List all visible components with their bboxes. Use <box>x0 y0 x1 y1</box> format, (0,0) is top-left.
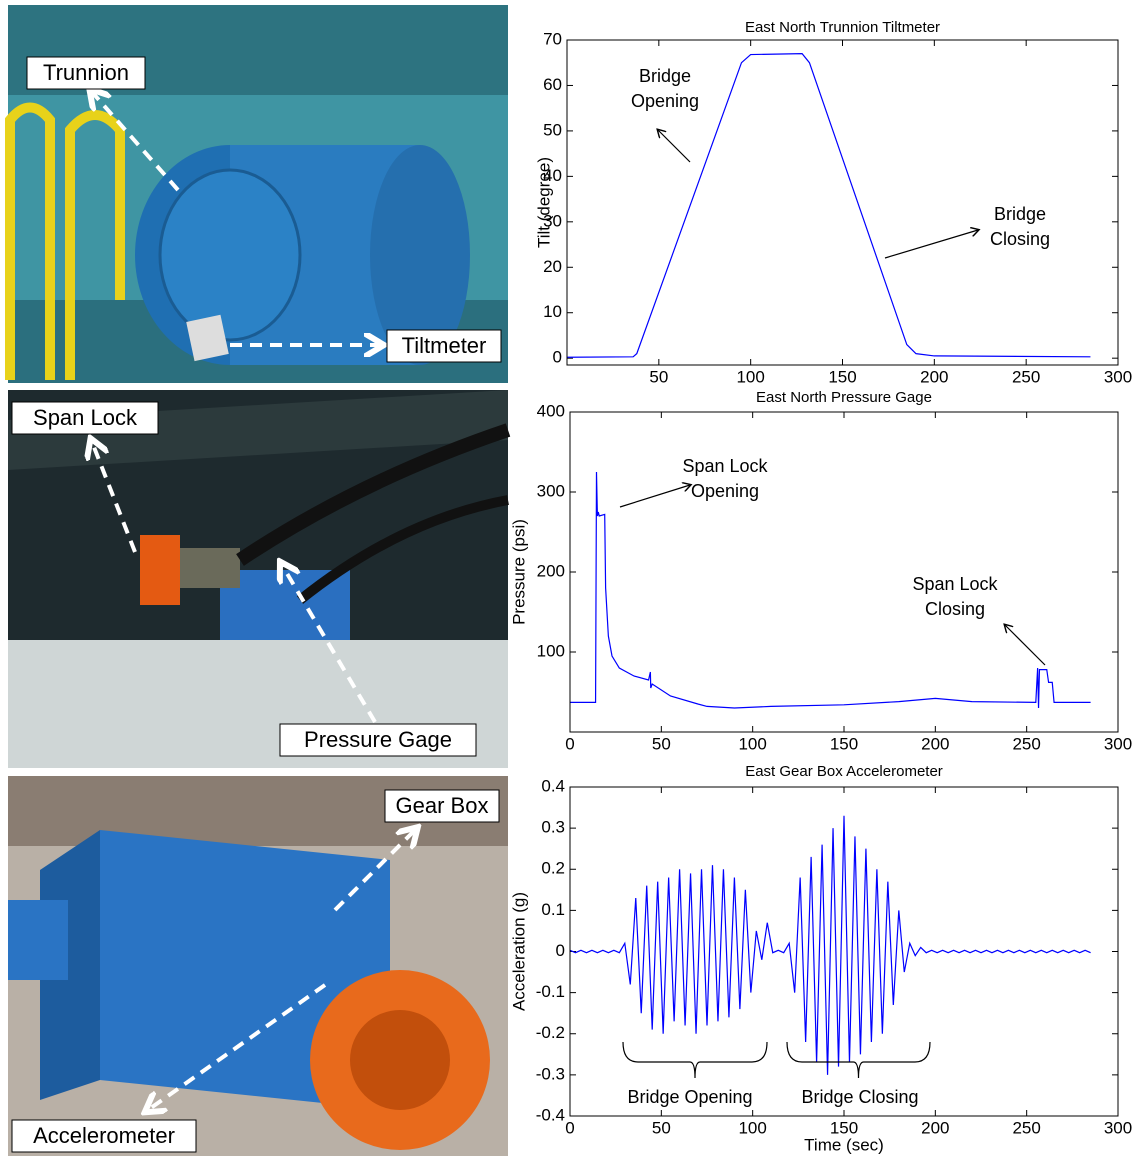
chart-title: East North Pressure Gage <box>756 389 932 406</box>
x-tick-label: 200 <box>921 1118 949 1137</box>
chart-title: East North Trunnion Tiltmeter <box>745 19 940 36</box>
y-tick-label: 10 <box>543 302 562 321</box>
chart-title: East Gear Box Accelerometer <box>745 763 943 780</box>
x-tick-label: 300 <box>1104 367 1132 386</box>
annotation: Span Lock <box>912 574 998 594</box>
annotation: Closing <box>925 599 985 619</box>
y-tick-label: 0 <box>556 941 565 960</box>
y-tick-label: -0.1 <box>536 982 565 1001</box>
x-tick-label: 250 <box>1012 734 1040 753</box>
x-tick-label: 0 <box>565 1118 574 1137</box>
y-tick-label: 50 <box>543 120 562 139</box>
annotation: Opening <box>631 91 699 111</box>
y-tick-label: 0.2 <box>541 859 565 878</box>
y-tick-label: 200 <box>537 561 565 580</box>
y-axis-label: Acceleration (g) <box>509 892 528 1011</box>
y-tick-label: 20 <box>543 257 562 276</box>
annotation: Span Lock <box>682 456 768 476</box>
annotation: Bridge <box>639 66 691 86</box>
y-tick-label: -0.3 <box>536 1064 565 1083</box>
x-tick-label: 50 <box>652 734 671 753</box>
photo-label: Pressure Gage <box>304 727 452 752</box>
x-tick-label: 50 <box>649 367 668 386</box>
y-tick-label: 0.1 <box>541 900 565 919</box>
x-tick-label: 300 <box>1104 734 1132 753</box>
annotation: Bridge Opening <box>627 1087 752 1107</box>
photo-label: Accelerometer <box>33 1123 175 1148</box>
y-tick-label: 70 <box>543 29 562 48</box>
photo-label: Trunnion <box>43 60 129 85</box>
photo-label: Span Lock <box>33 405 138 430</box>
x-tick-label: 200 <box>920 367 948 386</box>
y-tick-label: 100 <box>537 641 565 660</box>
photo-label: Tiltmeter <box>402 333 487 358</box>
x-tick-label: 100 <box>738 1118 766 1137</box>
x-tick-label: 100 <box>738 734 766 753</box>
x-tick-label: 0 <box>565 734 574 753</box>
x-axis-label: Time (sec) <box>804 1135 884 1154</box>
y-tick-label: -0.2 <box>536 1023 565 1042</box>
y-axis-label: Pressure (psi) <box>509 519 528 625</box>
annotation: Bridge <box>994 204 1046 224</box>
x-tick-label: 300 <box>1104 1118 1132 1137</box>
annotation: Closing <box>990 229 1050 249</box>
x-tick-label: 250 <box>1012 1118 1040 1137</box>
y-tick-label: 0.3 <box>541 818 565 837</box>
x-tick-label: 200 <box>921 734 949 753</box>
x-tick-label: 150 <box>830 734 858 753</box>
annotation: Bridge Closing <box>801 1087 918 1107</box>
y-tick-label: 60 <box>543 75 562 94</box>
figure: Trunnion Tiltmeter Span Lock Pressure Ga… <box>0 0 1140 1158</box>
photo-span-lock <box>8 390 508 768</box>
x-tick-label: 150 <box>828 367 856 386</box>
y-axis-label: Tilt (degree) <box>534 157 553 248</box>
annotation: Opening <box>691 481 759 501</box>
y-tick-label: 0.4 <box>541 776 565 795</box>
x-tick-label: 100 <box>736 367 764 386</box>
y-tick-label: 300 <box>537 481 565 500</box>
x-tick-label: 50 <box>652 1118 671 1137</box>
y-tick-label: 400 <box>537 401 565 420</box>
y-tick-label: 0 <box>553 348 562 367</box>
y-tick-label: -0.4 <box>536 1105 565 1124</box>
photo-gear-box <box>8 776 508 1156</box>
photo-label: Gear Box <box>396 793 489 818</box>
x-tick-label: 250 <box>1012 367 1040 386</box>
